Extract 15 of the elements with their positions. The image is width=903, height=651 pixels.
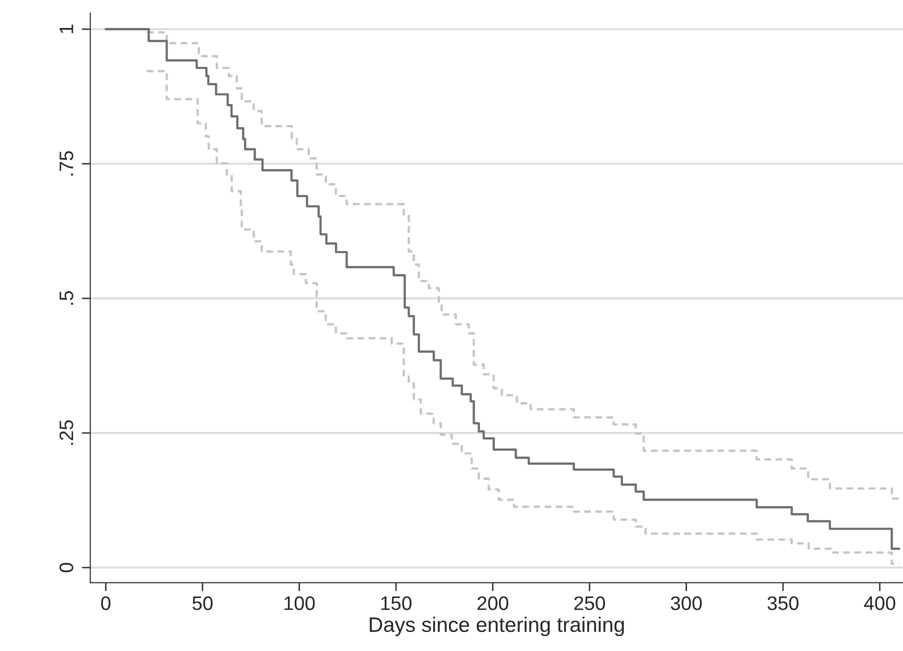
- y-tick-label: 0: [59, 562, 74, 572]
- x-tick-label: 150: [381, 596, 412, 610]
- x-tick-label: 250: [574, 596, 605, 610]
- y-tick-label: .25: [59, 420, 74, 445]
- x-tick-label: 100: [284, 596, 315, 610]
- x-tick-label: 350: [768, 596, 798, 610]
- x-tick-label: 200: [478, 596, 508, 610]
- y-tick-label: 1: [60, 24, 74, 34]
- x-tick-label: 0: [101, 596, 110, 610]
- x-axis-title: Days since entering training: [370, 616, 624, 636]
- y-tick-label: .5: [60, 291, 74, 305]
- y-tick-label: .75: [60, 151, 74, 176]
- x-tick-label: 400: [864, 596, 896, 610]
- x-tick-label: 300: [670, 596, 702, 610]
- x-tick-label: 50: [192, 596, 213, 610]
